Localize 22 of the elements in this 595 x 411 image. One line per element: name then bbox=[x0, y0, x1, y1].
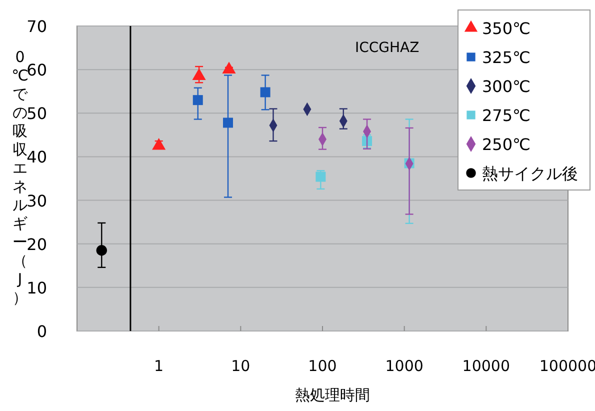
y-tick-label: 50 bbox=[26, 104, 47, 124]
x-tick-label: 10000 bbox=[462, 357, 510, 375]
annotation: ICCGHAZ bbox=[355, 40, 420, 56]
x-tick-label: 10 bbox=[231, 357, 250, 375]
y-tick-label: 40 bbox=[26, 148, 47, 167]
legend-label: 325℃ bbox=[482, 48, 531, 67]
y-tick-label: 10 bbox=[26, 278, 47, 298]
y-tick-label: 70 bbox=[26, 17, 47, 36]
y-tick-label: 30 bbox=[26, 191, 47, 210]
legend-label: 250℃ bbox=[482, 135, 531, 154]
legend-label: 熱サイクル後 bbox=[482, 164, 578, 183]
y-tick-label: 0 bbox=[36, 322, 47, 341]
legend-label: 300℃ bbox=[482, 77, 531, 96]
x-axis-title: 熱処理時間 bbox=[295, 386, 370, 404]
x-tick-label: 1 bbox=[154, 357, 164, 375]
y-tick-label: 60 bbox=[26, 60, 47, 80]
y-tick-label: 20 bbox=[26, 234, 47, 254]
text: 0℃での吸収エネルギー（J） bbox=[12, 48, 28, 306]
legend-label: 350℃ bbox=[482, 19, 531, 38]
legend-label: 275℃ bbox=[482, 106, 531, 125]
x-tick-label: 1000 bbox=[385, 357, 424, 375]
x-tick-label: 100 bbox=[308, 357, 337, 375]
